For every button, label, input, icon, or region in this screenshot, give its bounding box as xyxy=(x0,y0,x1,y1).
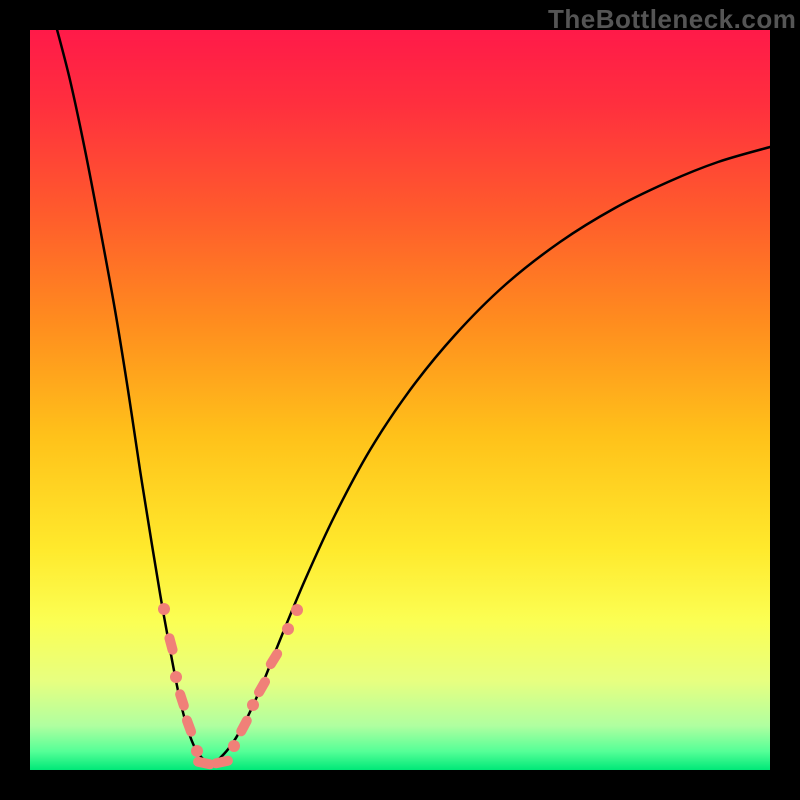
marker-left-dot-2 xyxy=(170,671,182,683)
marker-left-capsule-4 xyxy=(181,714,198,738)
marker-left-dot-0 xyxy=(158,603,170,615)
plot-svg xyxy=(0,0,800,800)
marker-left-dot-5 xyxy=(191,745,203,757)
marker-right-dot-5 xyxy=(282,623,294,635)
marker-right-dot-0 xyxy=(228,740,240,752)
marker-right-dot-6 xyxy=(291,604,303,616)
marker-left-capsule-1 xyxy=(163,632,178,656)
marker-right-capsule-3 xyxy=(252,675,272,699)
curve-left xyxy=(55,22,210,765)
curve-right xyxy=(210,147,770,765)
marker-right-dot-2 xyxy=(247,699,259,711)
marker-left-capsule-3 xyxy=(174,688,190,712)
marker-bottom-capsule-1 xyxy=(210,755,234,769)
marker-right-capsule-4 xyxy=(264,647,284,671)
